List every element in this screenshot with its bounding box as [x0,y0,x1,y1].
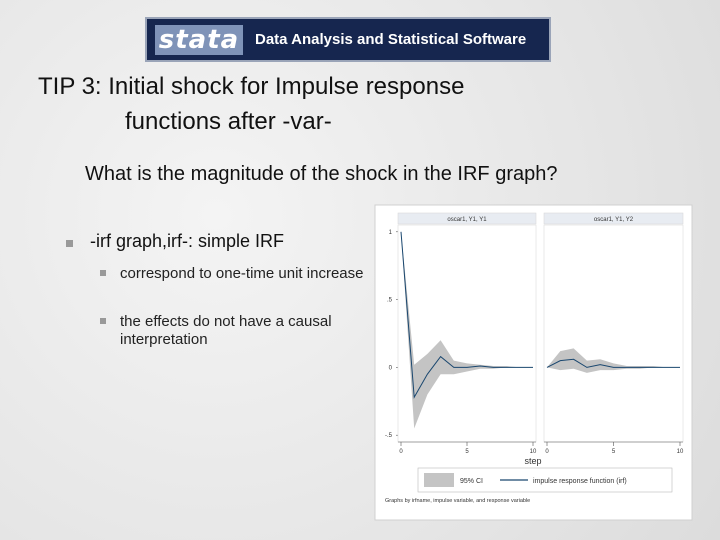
legend-label: impulse response function (irf) [533,478,627,485]
graph-note: Graphs by irfname, impulse variable, and… [385,498,530,504]
panel-header [397,212,537,225]
logo: stata Data Analysis and Statistical Soft… [145,17,551,62]
x-tick-label: 0 [545,449,549,455]
confidence-band [547,348,680,373]
x-tick-label: 0 [399,449,403,455]
logo-mark: stata [155,25,243,55]
x-tick-label: 5 [612,449,616,455]
title-line: functions after -var- [125,108,332,135]
irf-line [400,231,533,399]
bullet-marker [100,318,106,324]
legend-swatch-ci [424,473,454,487]
title-line: TIP 3: Initial shock for Impulse respons… [38,73,465,100]
x-axis-label: step [524,456,541,466]
y-tick-label: 0 [389,365,393,371]
bullet-marker [66,240,73,247]
legend-label: 95% CI [460,478,483,485]
y-tick-label: -.5 [385,433,393,439]
panel-title: oscar1, Y1, Y2 [594,217,634,223]
x-tick-label: 10 [530,449,537,455]
y-tick-label: 1 [389,230,393,236]
plot-area [543,224,684,443]
tagline: Data Analysis and Statistical Software [255,31,527,48]
sub-bullet: correspond to one-time unit increase [120,265,364,282]
legend-box [417,467,673,493]
question: What is the magnitude of the shock in th… [85,163,558,185]
y-tick-label: .5 [387,298,393,304]
panel-header [543,212,684,225]
x-tick-label: 10 [677,449,684,455]
x-tick-label: 5 [465,449,469,455]
panel-title: oscar1, Y1, Y1 [447,217,487,223]
bullet: -irf graph,irf-: simple IRF [90,231,285,251]
sub-bullet: the effects do not have a causal interpr… [120,313,332,348]
bullet-marker [100,270,106,276]
irf-line [546,358,680,368]
confidence-band [401,231,533,429]
